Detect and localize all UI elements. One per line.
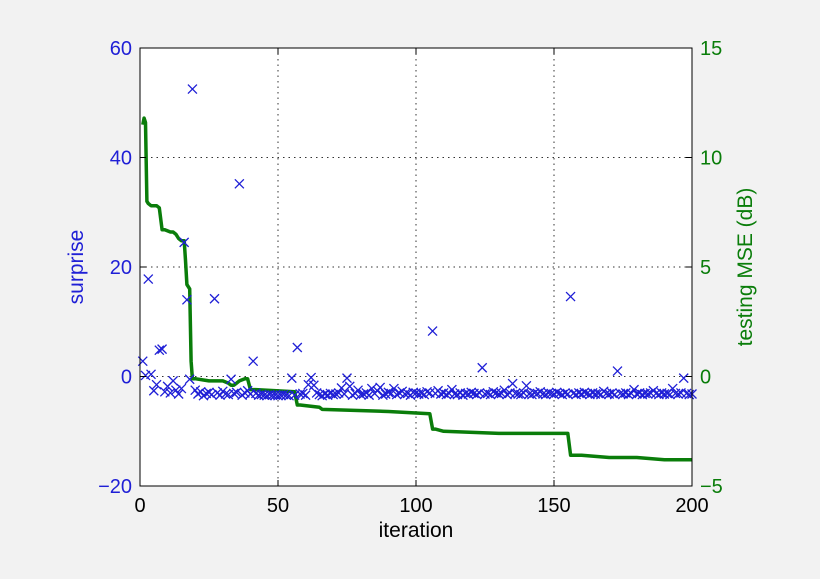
surprise-point [383,387,394,398]
surprise-point [488,386,499,397]
surprise-point [151,379,162,390]
surprise-point [328,389,339,400]
surprise-point [306,372,317,383]
x-tick-label: 50 [267,495,289,517]
surprise-point [292,342,303,353]
left-tick-label: 0 [121,367,132,389]
surprise-point [339,389,350,399]
surprise-point [173,389,184,399]
surprise-point [300,390,311,401]
surprise-point [551,387,562,398]
surprise-point [165,387,176,398]
surprise-point [168,375,179,386]
surprise-point [471,389,482,400]
surprise-point [206,389,217,400]
surprise-point [673,389,684,399]
x-tick-label: 150 [537,495,570,517]
surprise-point [477,362,488,373]
surprise-point [560,387,570,398]
surprise-point [176,383,187,394]
surprise-point [565,291,576,302]
right-tick-label: 5 [700,257,711,279]
mse-line [141,116,692,462]
surprise-point [507,378,518,389]
surprise-series [137,84,697,401]
surprise-point [629,384,639,395]
surprise-point [234,178,245,189]
surprise-point [499,385,510,396]
surprise-point [391,389,402,400]
surprise-point [364,390,375,401]
grid-lines [140,48,692,486]
surprise-point [366,383,377,394]
x-tick-label: 200 [675,495,708,517]
surprise-point [154,345,165,356]
surprise-point [482,388,493,399]
surprise-point [607,387,617,398]
surprise-point [143,274,154,285]
surprise-point [353,385,363,396]
surprise-point [220,389,231,399]
right-tick-label: 10 [700,148,722,170]
surprise-point [427,326,438,337]
surprise-point [344,381,355,392]
surprise-point [408,387,419,398]
right-axis-title: testing MSE (dB) [734,188,757,347]
x-axis-title: iteration [379,519,454,542]
surprise-point [148,385,159,396]
surprise-point [308,380,319,391]
surprise-point [515,389,526,400]
right-tick-label: −5 [700,476,723,498]
left-tick-label: −20 [98,476,132,498]
surprise-point [181,294,192,305]
x-tick-label: 100 [399,495,432,517]
surprise-point [466,387,477,398]
surprise-point [179,237,190,248]
surprise-point [146,369,156,380]
surprise-point [375,382,386,393]
right-tick-label: 15 [700,38,722,60]
surprise-point [286,373,297,384]
surprise-point [388,383,399,394]
surprise-point [678,373,689,384]
left-tick-label: 60 [110,38,132,60]
surprise-point [342,373,352,384]
surprise-point [297,388,308,399]
surprise-point [502,389,513,400]
surprise-point [228,388,239,399]
surprise-point [184,374,195,385]
left-tick-label: 20 [110,257,132,279]
surprise-point [336,383,347,393]
surprise-point [311,387,322,398]
surprise-point [422,386,432,397]
mse-series [141,116,692,462]
surprise-point [248,356,259,367]
surprise-point [209,293,220,304]
left-axis-title: surprise [65,230,88,305]
left-tick-label: 40 [110,148,132,170]
surprise-point [612,366,623,376]
surprise-point [521,380,532,391]
surprise-point [157,344,168,355]
surprise-point [579,387,590,398]
surprise-point [355,389,366,400]
surprise-point [281,390,292,401]
surprise-point [642,389,653,399]
surprise-point [493,389,504,399]
surprise-point [416,388,427,399]
x-tick-label: 0 [134,495,145,517]
surprise-point [593,388,604,399]
surprise-point [377,390,388,401]
surprise-point [226,374,237,385]
right-tick-label: 0 [700,367,711,389]
surprise-point [187,84,198,95]
surprise-point [231,387,242,398]
